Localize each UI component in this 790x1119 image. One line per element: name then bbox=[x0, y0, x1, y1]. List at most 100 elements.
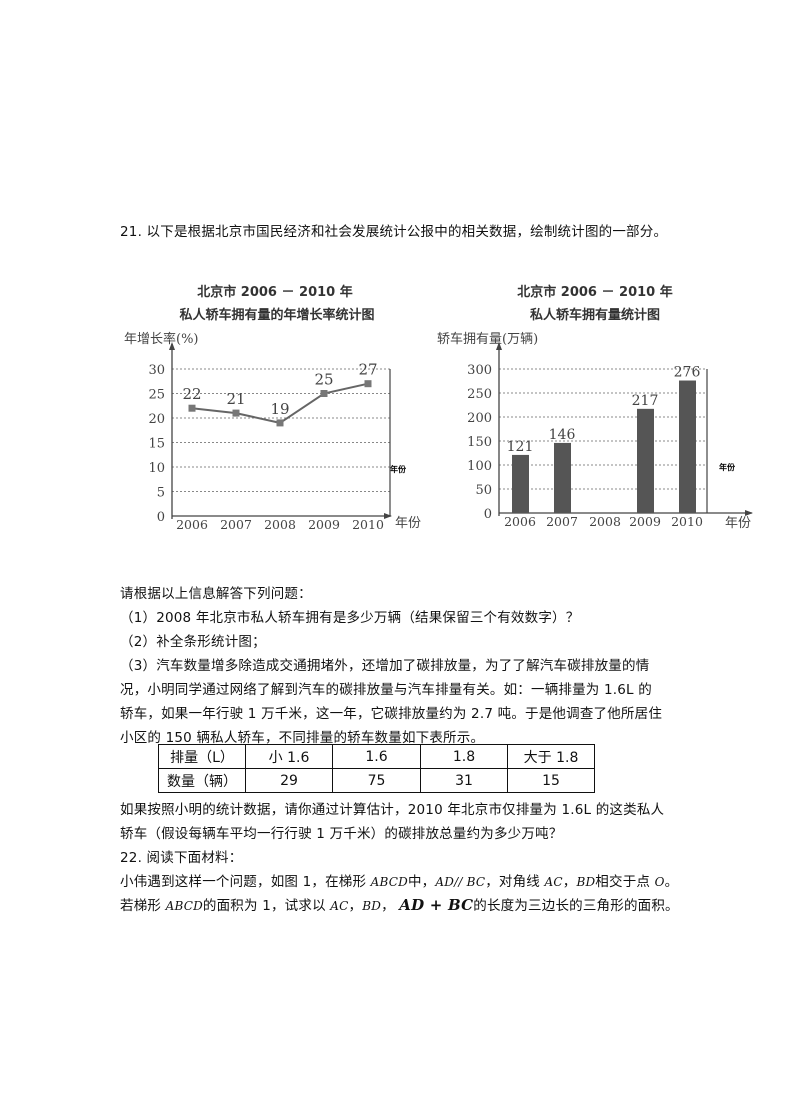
chart1-stray-label: 年份 bbox=[390, 464, 407, 474]
y-tick-label: 20 bbox=[148, 412, 165, 427]
x-tick-label: 2009 bbox=[308, 517, 340, 532]
math: AC bbox=[544, 875, 563, 889]
math: BD bbox=[576, 875, 596, 889]
text: 的面积为 1，试求以 bbox=[202, 898, 331, 914]
chart2-ylabel: 轿车拥有量(万辆) bbox=[437, 331, 538, 347]
q2: （2）补全条形统计图； bbox=[120, 634, 266, 650]
y-tick-label: 30 bbox=[148, 363, 165, 378]
text: 的长度为三边长的三角形的面积。 bbox=[473, 898, 679, 914]
y-tick-label: 250 bbox=[467, 387, 492, 402]
y-tick-label: 5 bbox=[157, 486, 165, 501]
data-label: 27 bbox=[358, 361, 377, 379]
data-label: 121 bbox=[507, 439, 534, 455]
text: ，对角线 bbox=[485, 874, 545, 890]
math: AD// BC bbox=[435, 875, 486, 889]
data-label: 19 bbox=[270, 400, 289, 418]
table-cell: 大于 1.8 bbox=[507, 744, 595, 769]
question-22-title: 22. 阅读下面材料： bbox=[120, 850, 243, 866]
table-cell: 1.8 bbox=[420, 744, 508, 769]
x-tick-label: 2008 bbox=[589, 514, 621, 529]
math: BD bbox=[362, 899, 382, 913]
chart2-title-line2: 私人轿车拥有量统计图 bbox=[530, 307, 660, 323]
table-cell: 排量（L） bbox=[158, 744, 246, 769]
data-label: 276 bbox=[674, 365, 701, 381]
text: 中， bbox=[407, 874, 436, 890]
data-label: 25 bbox=[314, 371, 333, 389]
bar bbox=[679, 380, 696, 513]
data-label: 22 bbox=[182, 385, 201, 403]
text: 若梯形 bbox=[120, 898, 166, 914]
bar bbox=[554, 442, 571, 513]
x-tick-label: 2010 bbox=[671, 514, 703, 529]
x-axis-arrow bbox=[384, 513, 392, 519]
after-table-line2: 轿车（假设每辆车平均一行行驶 1 万千米）的碳排放总量约为多少万吨？ bbox=[120, 826, 563, 842]
table-row: 数量（辆） 29 75 31 15 bbox=[158, 768, 595, 793]
chart2-stray-label: 年份 bbox=[719, 462, 736, 472]
q3-line2: 况，小明同学通过网络了解到汽车的碳排放量与汽车排量有关。如：一辆排量为 1.6L… bbox=[120, 682, 652, 698]
bar bbox=[637, 408, 654, 513]
y-tick-label: 0 bbox=[484, 507, 492, 522]
math: O bbox=[654, 875, 665, 889]
x-tick-label: 2010 bbox=[352, 517, 384, 532]
x-tick-label: 2007 bbox=[546, 514, 578, 529]
chart1-title-line1: 北京市 2006 － 2010 年 bbox=[197, 284, 352, 300]
question-21: 21. 以下是根据北京市国民经济和社会发展统计公报中的相关数据，绘制统计图的一部… bbox=[120, 224, 668, 240]
y-tick-label: 150 bbox=[467, 435, 492, 450]
table-cell: 1.6 bbox=[332, 744, 421, 769]
question-22-line2: 若梯形 ABCD的面积为 1，试求以 AC，BD， AD + BC的长度为三边长… bbox=[120, 894, 679, 914]
y-tick-label: 0 bbox=[157, 510, 165, 525]
y-tick-label: 10 bbox=[148, 461, 165, 476]
text: 小伟遇到这样一个问题，如图 1，在梯形 bbox=[120, 874, 371, 890]
x-tick-label: 2008 bbox=[264, 517, 296, 532]
y-axis-arrow bbox=[169, 342, 175, 350]
chart1-xlabel: 年份 bbox=[395, 516, 421, 531]
math: ABCD bbox=[165, 899, 203, 913]
x-tick-label: 2006 bbox=[504, 514, 536, 529]
math: AC bbox=[330, 899, 349, 913]
table-cell: 29 bbox=[245, 768, 333, 793]
q3-line3: 轿车，如果一年行驶 1 万千米，这一年，它碳排放量约为 2.7 吨。于是他调查了… bbox=[120, 706, 663, 722]
chart1-title-line2: 私人轿车拥有量的年增长率统计图 bbox=[179, 307, 374, 323]
math: ABCD bbox=[370, 875, 408, 889]
y-tick-label: 50 bbox=[475, 483, 492, 498]
y-tick-label: 100 bbox=[467, 459, 492, 474]
data-point bbox=[364, 380, 372, 388]
q3-line4: 小区的 150 辆私人轿车，不同排量的轿车数量如下表所示。 bbox=[120, 730, 485, 746]
x-tick-label: 2009 bbox=[629, 514, 661, 529]
table-cell: 数量（辆） bbox=[158, 768, 246, 793]
y-axis-arrow bbox=[496, 342, 502, 350]
data-point bbox=[232, 409, 240, 417]
q1: （1）2008 年北京市私人轿车拥有是多少万辆（结果保留三个有效数字）？ bbox=[120, 610, 580, 626]
intro: 请根据以上信息解答下列问题： bbox=[120, 586, 312, 602]
text: ， bbox=[562, 874, 577, 890]
chart2-title-line1: 北京市 2006 － 2010 年 bbox=[517, 284, 672, 300]
x-tick-label: 2007 bbox=[220, 517, 252, 532]
x-axis-arrow bbox=[745, 510, 753, 516]
x-tick-label: 2006 bbox=[176, 517, 208, 532]
table-header-row: 排量（L） 小 1.6 1.6 1.8 大于 1.8 bbox=[158, 744, 595, 769]
y-tick-label: 200 bbox=[467, 411, 492, 426]
q3-line1: （3）汽车数量增多除造成交通拥堵外，还增加了碳排放量，为了了解汽车碳排放量的情 bbox=[120, 658, 650, 674]
y-tick-label: 300 bbox=[467, 363, 492, 378]
after-table-line1: 如果按照小明的统计数据，请你通过计算估计，2010 年北京市仅排量为 1.6L … bbox=[120, 802, 665, 818]
data-label: 217 bbox=[632, 393, 659, 409]
data-point bbox=[320, 390, 328, 397]
chart1-ylabel: 年增长率(%) bbox=[124, 331, 199, 347]
math-bold: AD + BC bbox=[399, 896, 474, 914]
y-tick-label: 25 bbox=[148, 388, 165, 403]
bar bbox=[512, 454, 529, 513]
table-cell: 31 bbox=[420, 768, 508, 793]
chart2-xlabel: 年份 bbox=[725, 516, 751, 531]
table-cell: 75 bbox=[332, 768, 421, 793]
data-label: 21 bbox=[226, 390, 245, 408]
question-22-line1: 小伟遇到这样一个问题，如图 1，在梯形 ABCD中，AD// BC，对角线 AC… bbox=[120, 870, 678, 890]
text: ， bbox=[381, 898, 400, 914]
y-tick-label: 15 bbox=[148, 437, 165, 452]
series-line bbox=[191, 382, 369, 424]
displacement-table: 排量（L） 小 1.6 1.6 1.8 大于 1.8 数量（辆） 29 75 3… bbox=[158, 744, 595, 793]
text: 。 bbox=[664, 874, 679, 890]
data-point bbox=[188, 404, 196, 412]
text: 相交于点 bbox=[595, 874, 655, 890]
